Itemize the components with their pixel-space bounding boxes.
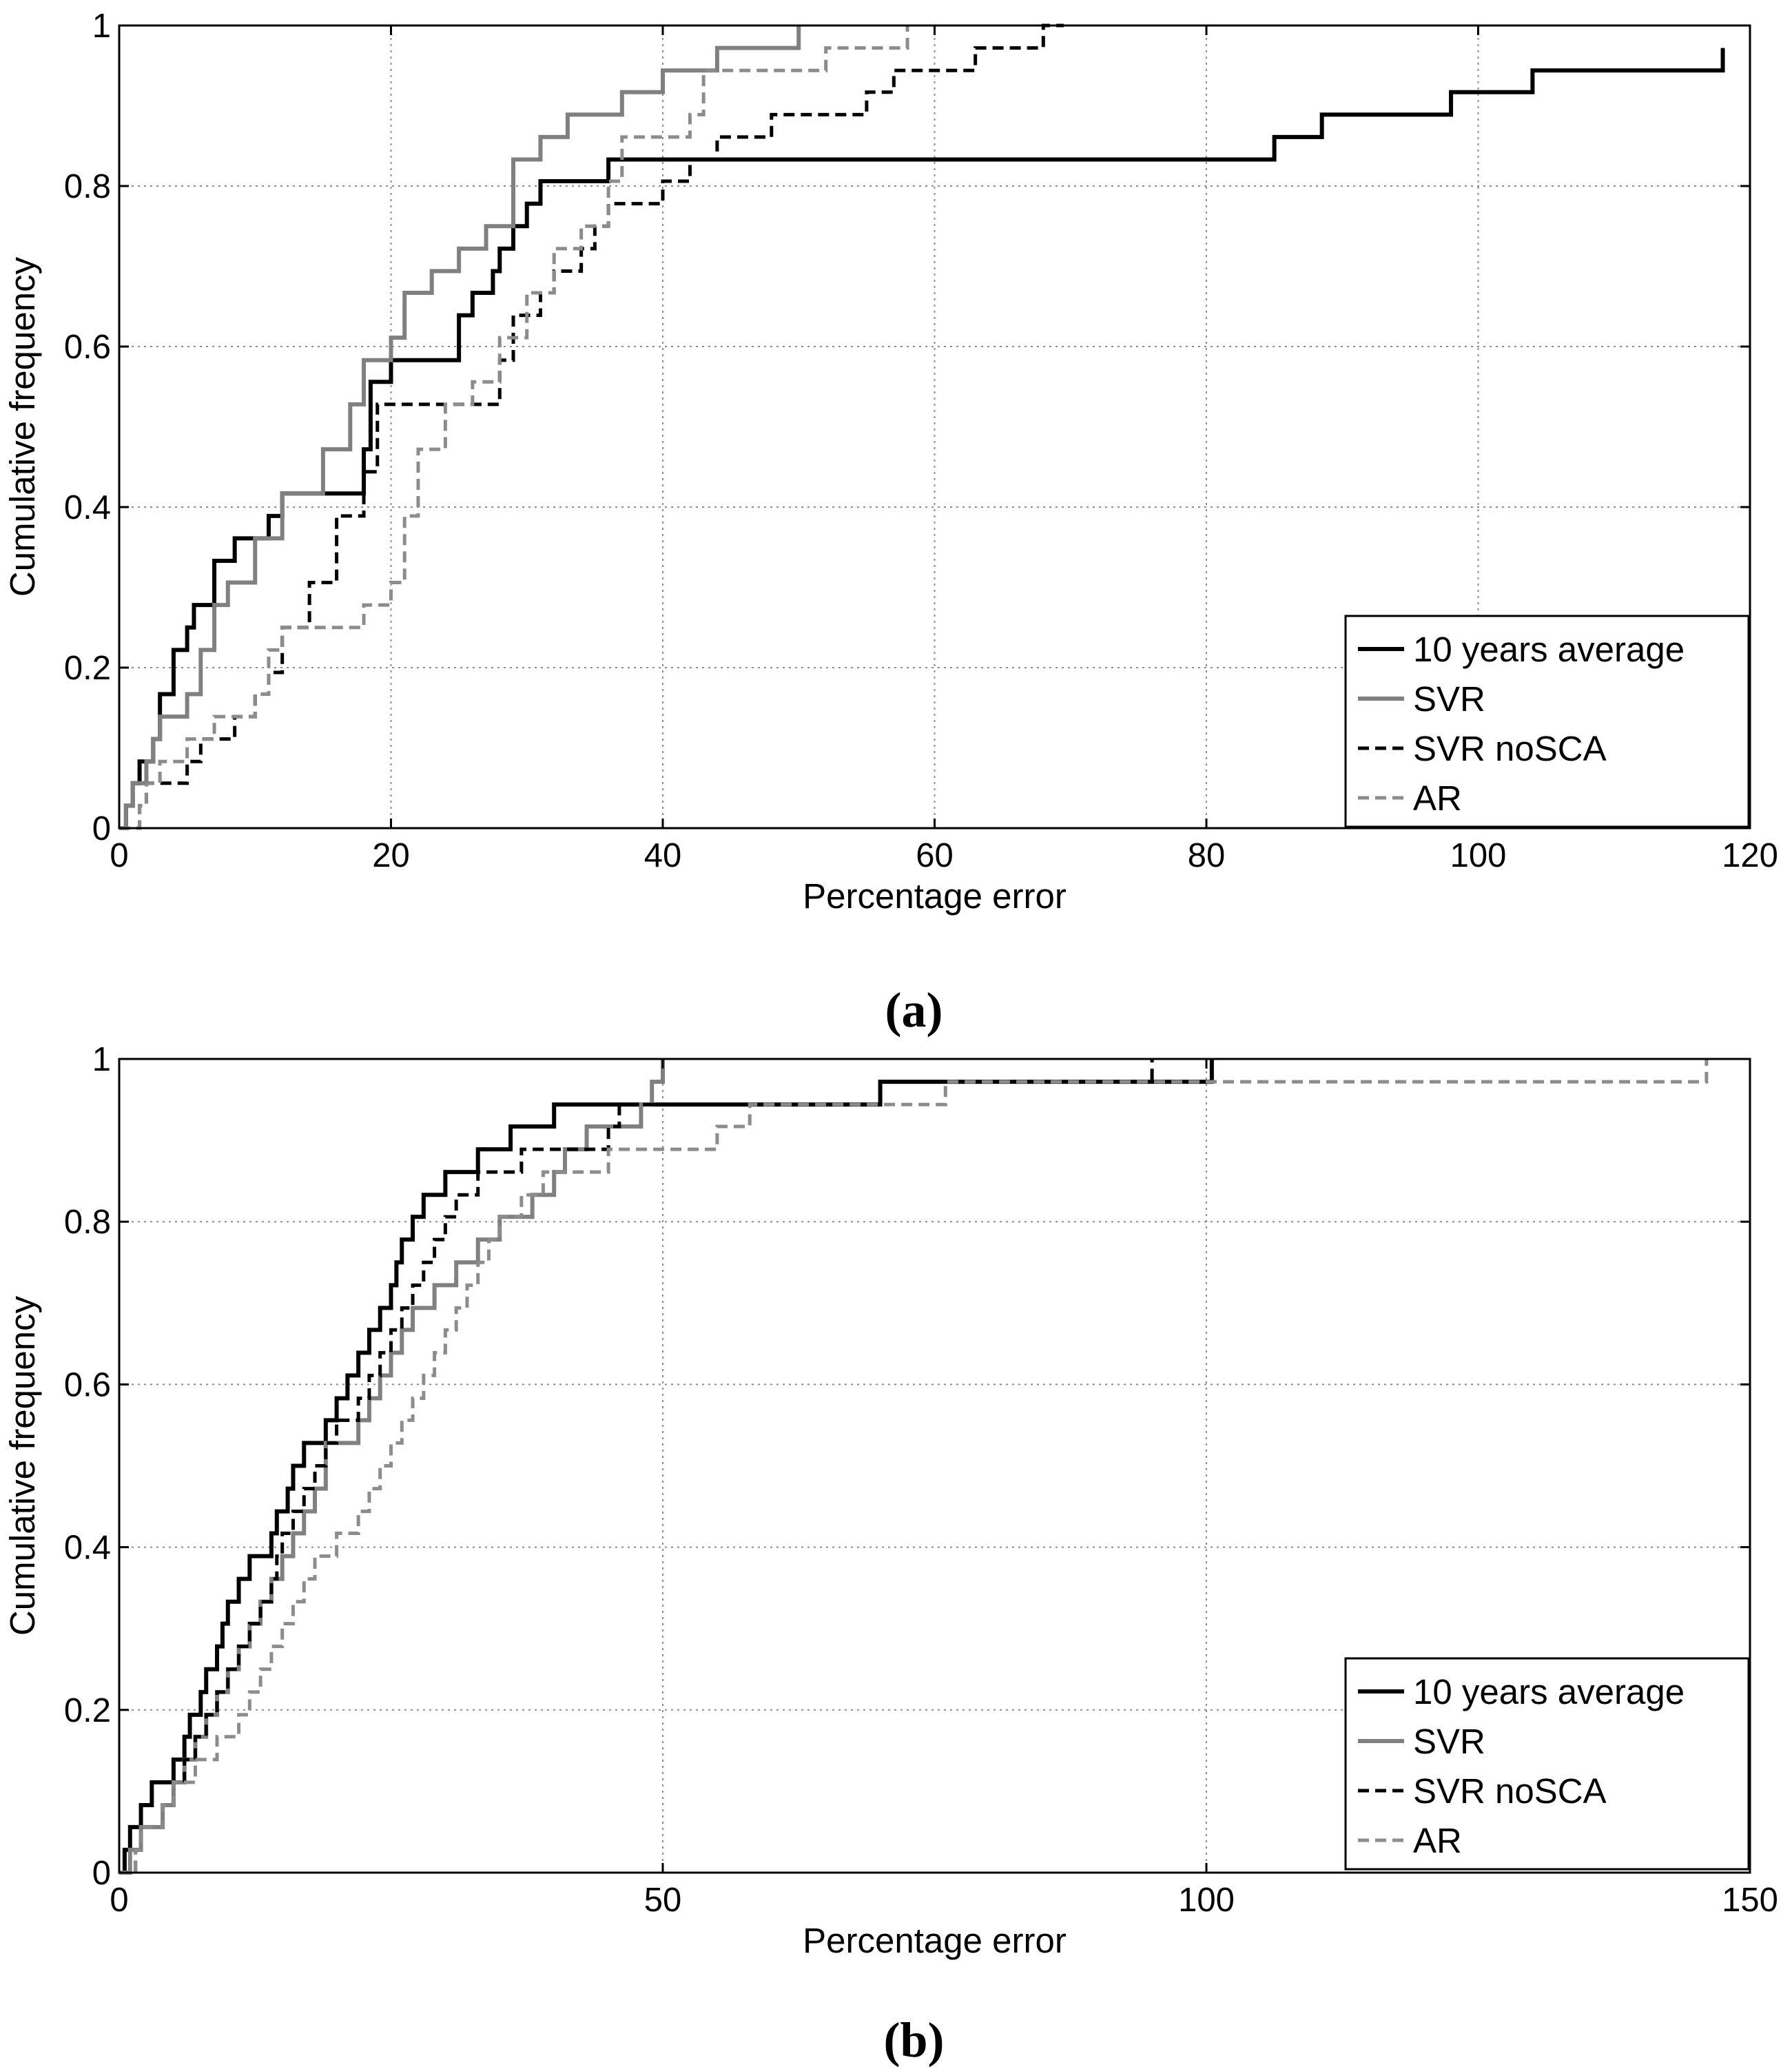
- x-tick-label: 0: [110, 1882, 128, 1919]
- y-tick-label: 1: [92, 8, 111, 45]
- legend: 10 years average SVR SVR noSCA AR: [1344, 1657, 1750, 1871]
- x-tick-label: 0: [110, 837, 128, 874]
- series-line-svr: [119, 25, 801, 830]
- y-tick-label: 0.4: [64, 1530, 111, 1567]
- x-axis-label: Percentage error: [803, 876, 1067, 916]
- y-tick-label: 0.6: [64, 329, 111, 366]
- legend-label: SVR noSCA: [1413, 729, 1607, 768]
- chart-panel-b: 0 50 100 150 0 0.2 0.4 0.6 0.8 1 Percentage error C…: [3, 1041, 1778, 2068]
- y-tick-label: 1: [92, 1041, 111, 1078]
- legend-label: 10 years average: [1413, 1672, 1685, 1711]
- x-tick-label: 100: [1178, 1882, 1235, 1919]
- series-line-svr: [119, 1059, 665, 1875]
- legend-box: [1344, 615, 1750, 828]
- panel-caption: (b): [884, 2013, 945, 2068]
- series-line-svr-nosca: [119, 23, 1064, 830]
- y-tick-label: 0.8: [64, 168, 111, 205]
- x-tick-label: 150: [1722, 1882, 1778, 1919]
- panel-caption: (a): [885, 982, 943, 1038]
- x-tick-label: 60: [916, 837, 954, 874]
- chart-panel-a: 0 20 40 60 80 100 120 0 0.2 0.4 0.6 0.8 1 Percentage …: [3, 8, 1778, 1038]
- x-tick-label: 50: [644, 1882, 682, 1919]
- y-tick-label: 0.6: [64, 1366, 111, 1403]
- legend: 10 years average SVR SVR noSCA AR: [1344, 615, 1750, 828]
- legend-label: AR: [1413, 779, 1462, 818]
- legend-box: [1344, 1657, 1750, 1871]
- x-axis-label: Percentage error: [803, 1921, 1067, 1960]
- plot-frame: [118, 1058, 1751, 1874]
- y-axis-label: Cumulative frequency: [3, 1295, 42, 1636]
- y-tick-label: 0.8: [64, 1204, 111, 1241]
- y-axis-label: Cumulative frequency: [3, 256, 42, 597]
- x-tick-label: 100: [1450, 837, 1507, 874]
- series-line-svr-nosca: [119, 1059, 1154, 1875]
- y-tick-label: 0.2: [64, 1692, 111, 1729]
- series-line-10-years-average: [119, 1059, 1214, 1875]
- series-line-ar: [119, 1059, 1709, 1875]
- y-tick-label: 0: [92, 810, 111, 847]
- series-line-ar: [119, 25, 909, 830]
- x-tick-label: 20: [372, 837, 410, 874]
- x-tick-label: 80: [1188, 837, 1226, 874]
- y-tick-label: 0.2: [64, 650, 111, 687]
- y-tick-label: 0.4: [64, 489, 111, 526]
- x-tick-label: 40: [644, 837, 682, 874]
- x-tick-label: 120: [1722, 837, 1778, 874]
- legend-label: AR: [1413, 1821, 1462, 1860]
- y-tick-label: 0: [92, 1855, 111, 1892]
- legend-label: SVR: [1413, 679, 1485, 719]
- legend-label: SVR noSCA: [1413, 1771, 1607, 1811]
- legend-label: SVR: [1413, 1722, 1485, 1761]
- legend-label: 10 years average: [1413, 630, 1685, 669]
